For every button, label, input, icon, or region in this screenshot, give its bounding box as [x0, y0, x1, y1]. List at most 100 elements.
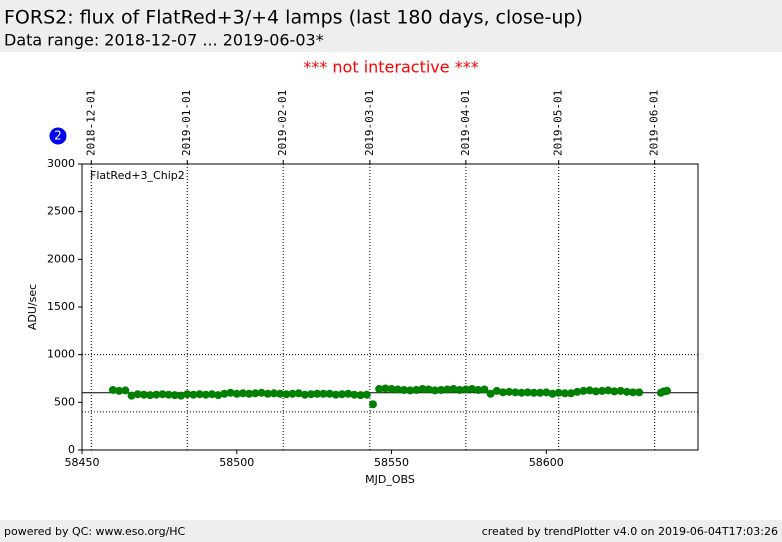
- data-point: [468, 384, 477, 393]
- data-point: [362, 390, 371, 399]
- data-point: [387, 384, 396, 393]
- y-tick-label: 2000: [47, 252, 75, 265]
- x-tick-label: 58550: [374, 456, 409, 469]
- data-point: [424, 385, 433, 394]
- data-point: [449, 384, 458, 393]
- data-point: [331, 390, 340, 399]
- data-point: [406, 386, 415, 395]
- data-point: [591, 387, 600, 396]
- x-axis-label: MJD_OBS: [365, 473, 415, 486]
- data-point: [201, 390, 210, 399]
- data-point: [214, 391, 223, 400]
- y-tick-label: 2500: [47, 205, 75, 218]
- data-point: [474, 385, 483, 394]
- data-point: [288, 389, 297, 398]
- x-tick-label: 58600: [529, 456, 564, 469]
- top-tick-label: 2018-12-01: [84, 90, 97, 156]
- data-point: [208, 390, 217, 399]
- data-point: [232, 389, 241, 398]
- y-tick-label: 0: [68, 443, 75, 456]
- data-point: [139, 390, 148, 399]
- data-point: [189, 390, 198, 399]
- data-point: [505, 387, 514, 396]
- data-point: [598, 386, 607, 395]
- data-point: [325, 389, 334, 398]
- data-point: [294, 389, 303, 398]
- data-point: [560, 389, 569, 398]
- plot-frame: [81, 163, 699, 451]
- data-point: [177, 391, 186, 400]
- data-point: [610, 387, 619, 396]
- y-tick-label: 3000: [47, 157, 75, 170]
- data-point: [393, 385, 402, 394]
- data-point: [455, 385, 464, 394]
- data-point: [399, 385, 408, 394]
- data-point: [585, 386, 594, 395]
- data-point: [313, 389, 322, 398]
- badge: 2: [54, 129, 62, 143]
- x-tick-label: 58500: [219, 456, 254, 469]
- data-point: [146, 391, 155, 400]
- data-point: [350, 390, 359, 399]
- y-tick-label: 500: [54, 395, 75, 408]
- data-point: [183, 390, 192, 399]
- top-tick-label: 2019-02-01: [276, 90, 289, 156]
- y-tick-label: 1000: [47, 348, 75, 361]
- data-point: [127, 391, 136, 400]
- data-point: [307, 390, 316, 399]
- data-point: [121, 386, 130, 395]
- data-point: [628, 388, 637, 397]
- y-axis-label: ADU/sec: [26, 284, 39, 330]
- header-band: [0, 0, 782, 52]
- top-tick-label: 2019-05-01: [552, 90, 565, 156]
- data-point: [542, 388, 551, 397]
- data-point: [480, 385, 489, 394]
- footer-band: [0, 520, 782, 542]
- data-point: [238, 389, 247, 398]
- title: FORS2: flux of FlatRed+3/+4 lamps (last …: [4, 7, 583, 29]
- data-point: [152, 390, 161, 399]
- data-point: [276, 389, 285, 398]
- data-point: [573, 387, 582, 396]
- data-point: [133, 390, 142, 399]
- data-point: [263, 389, 272, 398]
- data-point: [554, 388, 563, 397]
- data-point: [338, 390, 347, 399]
- footer-left: powered by QC: www.eso.org/HC: [4, 525, 186, 538]
- data-point: [195, 390, 204, 399]
- data-point: [437, 385, 446, 394]
- data-point: [269, 389, 278, 398]
- data-point: [604, 386, 613, 395]
- data-point: [412, 385, 421, 394]
- data-point: [164, 390, 173, 399]
- data-point: [226, 388, 235, 397]
- data-point: [257, 388, 266, 397]
- data-point: [517, 388, 526, 397]
- data-point: [344, 389, 353, 398]
- series-label: FlatRed+3_Chip2: [90, 169, 185, 182]
- data-point: [418, 384, 427, 393]
- data-point: [282, 390, 291, 399]
- data-point: [663, 386, 672, 395]
- data-point: [245, 389, 254, 398]
- top-tick-label: 2019-06-01: [648, 90, 661, 156]
- data-point: [622, 387, 631, 396]
- badge-circle: [49, 127, 67, 145]
- data-point: [548, 389, 557, 398]
- data-point: [492, 386, 501, 395]
- data-point: [319, 389, 328, 398]
- data-point: [356, 391, 365, 400]
- data-point: [430, 386, 439, 395]
- data-point: [443, 385, 452, 394]
- data-point: [486, 389, 495, 398]
- data-point: [461, 385, 470, 394]
- top-tick-label: 2019-01-01: [180, 90, 193, 156]
- data-point: [498, 388, 507, 397]
- footer-right: created by trendPlotter v4.0 on 2019-06-…: [482, 525, 778, 538]
- data-point: [529, 388, 538, 397]
- x-tick-label: 58450: [65, 456, 100, 469]
- data-point: [108, 385, 117, 394]
- data-point: [536, 388, 545, 397]
- top-tick-label: 2019-03-01: [363, 90, 376, 156]
